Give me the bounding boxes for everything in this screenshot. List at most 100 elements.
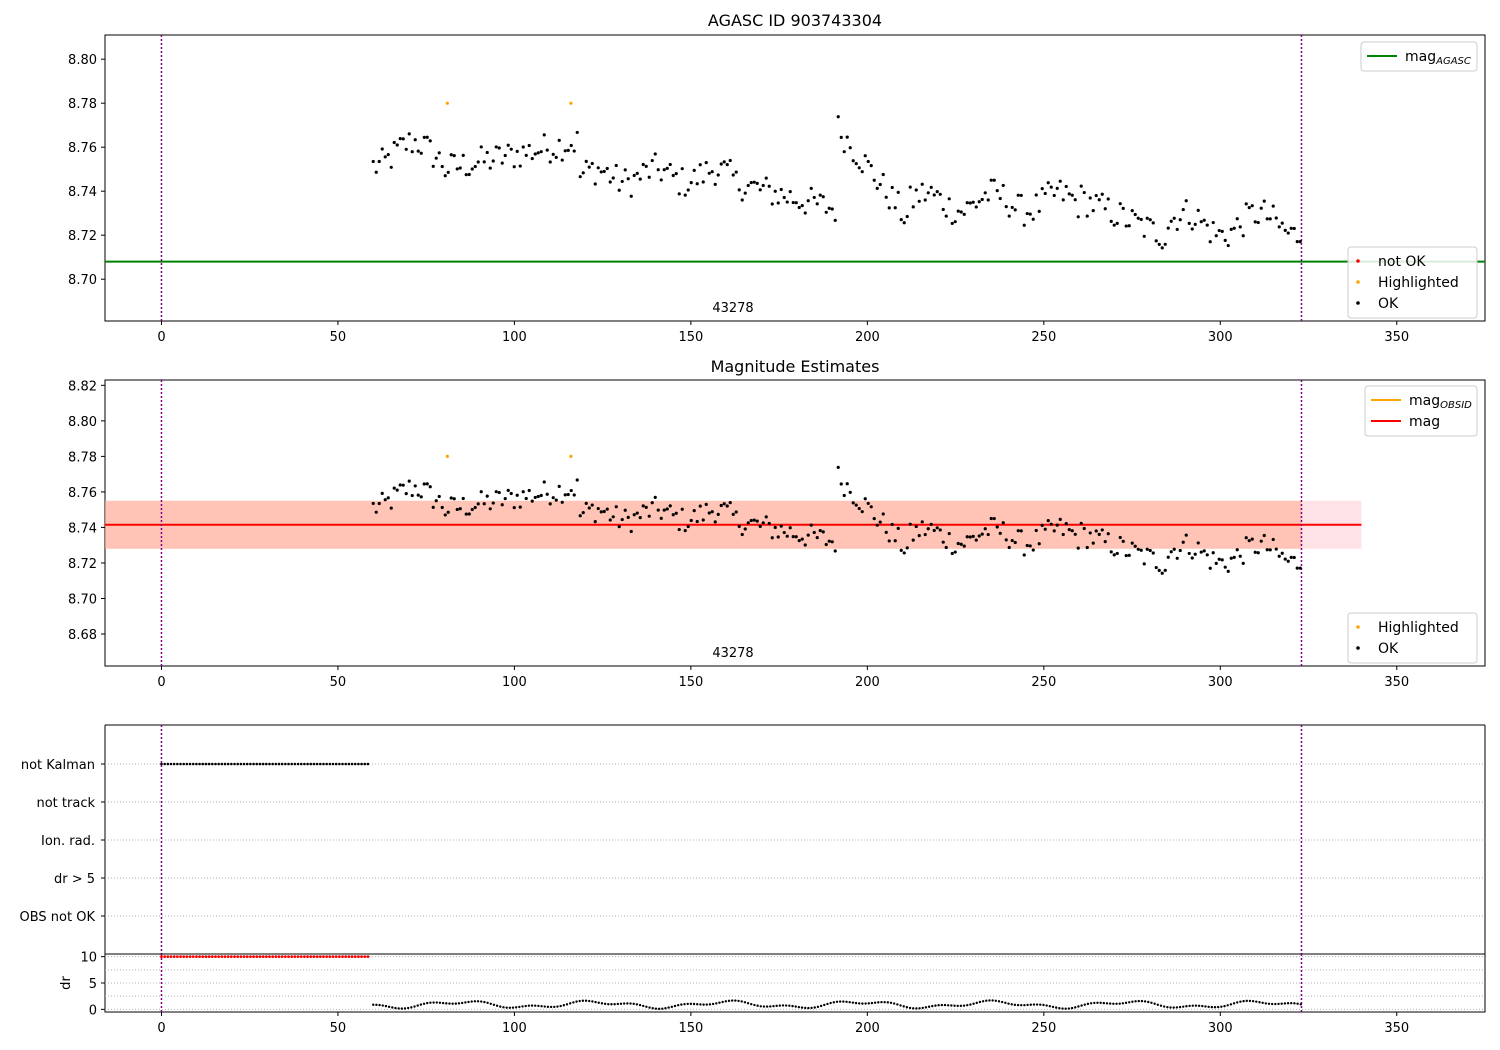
ok-point <box>1037 209 1041 213</box>
ok-point <box>482 502 486 506</box>
ok-point <box>740 532 744 537</box>
dr-clipped-point <box>274 955 278 959</box>
dr-point <box>654 1007 658 1010</box>
dr-point <box>594 1000 597 1004</box>
dr-point <box>851 1001 855 1004</box>
dr-point <box>838 1000 842 1003</box>
ok-point <box>836 465 840 469</box>
ok-point <box>1004 538 1008 542</box>
ok-point <box>581 171 585 175</box>
ok-point <box>590 161 594 166</box>
ok-point <box>1223 565 1227 569</box>
y-tick-label: 10 <box>80 951 97 966</box>
ok-point <box>1244 536 1248 540</box>
ok-point <box>1220 558 1224 562</box>
ok-point <box>620 179 624 184</box>
dr-point <box>775 1004 778 1008</box>
dr-point <box>835 1000 839 1004</box>
dr-point <box>1232 1002 1236 1005</box>
ok-point <box>1199 220 1203 224</box>
dr-point <box>616 1002 620 1006</box>
panel-dr: dr 0 50 100 150 200 250 300 350 0 5 10 <box>59 951 1486 1036</box>
dr-point <box>899 1004 902 1007</box>
ok-point <box>404 147 408 151</box>
dr-point <box>686 1002 689 1006</box>
ok-point <box>710 170 714 174</box>
flag-point <box>360 762 363 766</box>
dr-point <box>991 999 994 1002</box>
ok-point <box>425 135 429 139</box>
ok-point <box>935 526 939 530</box>
flag-point <box>226 762 230 766</box>
ok-point <box>473 505 477 510</box>
ok-point <box>1163 568 1167 572</box>
dr-clipped-point <box>172 955 176 959</box>
dr-point <box>734 999 737 1002</box>
legend-label: OK <box>1378 296 1399 312</box>
dr-clipped-point <box>293 955 297 959</box>
ok-point <box>614 163 618 168</box>
flag-point <box>287 762 290 766</box>
ok-point <box>1241 234 1245 238</box>
ok-point <box>761 521 765 525</box>
ok-point <box>452 497 456 501</box>
flag-point <box>204 762 208 766</box>
ok-point <box>665 507 669 511</box>
y-tick-label: 0 <box>89 1003 97 1018</box>
ok-point <box>1094 529 1098 533</box>
dr-point <box>419 1003 423 1006</box>
ok-point <box>707 511 711 515</box>
ok-point <box>1169 219 1173 223</box>
ok-point <box>1283 228 1287 232</box>
ok-point <box>692 509 696 513</box>
ok-point <box>866 159 870 164</box>
legend-label: Highlighted <box>1378 275 1459 291</box>
dr-point <box>553 1005 556 1009</box>
ok-point <box>614 505 618 509</box>
dr-point <box>769 1005 772 1008</box>
ok-point <box>803 211 807 215</box>
ok-point <box>1259 206 1263 210</box>
ok-point <box>713 182 717 186</box>
dr-point <box>861 1002 864 1005</box>
flag-point <box>328 762 332 766</box>
y-tick-label: 8.74 <box>68 521 97 536</box>
ok-point <box>653 152 657 156</box>
ok-point <box>1223 238 1227 243</box>
y-tick-label: 8.76 <box>68 486 97 501</box>
ok-point <box>872 517 876 521</box>
dr-point <box>1112 1002 1115 1005</box>
dr-point <box>680 1003 683 1006</box>
ok-point <box>668 162 672 167</box>
ok-point <box>452 154 456 158</box>
ok-point <box>488 166 492 170</box>
ok-point <box>941 540 945 544</box>
dr-point <box>673 1004 677 1008</box>
ok-point <box>575 478 579 482</box>
ok-point <box>1259 539 1263 543</box>
dr-clipped-point <box>198 955 201 959</box>
dr-point <box>584 999 588 1002</box>
dr-point <box>1143 1000 1147 1003</box>
x-tick-label: 350 <box>1384 330 1409 345</box>
dr-point <box>1169 1006 1172 1009</box>
ok-point <box>1004 205 1008 209</box>
highlighted-point <box>445 101 449 105</box>
ok-point <box>386 153 390 157</box>
flag-point <box>366 762 370 766</box>
x-tick-label: 200 <box>855 330 880 345</box>
ok-point <box>638 177 642 181</box>
ok-point <box>650 501 654 505</box>
ok-point <box>380 491 384 495</box>
dr-point <box>870 1001 874 1005</box>
ok-point <box>1289 226 1293 230</box>
dr-point <box>943 1003 947 1007</box>
dr-clipped-point <box>220 955 224 959</box>
dr-point <box>1201 1004 1204 1008</box>
flag-point <box>191 762 195 766</box>
ok-point <box>887 206 891 210</box>
ok-point <box>872 178 876 182</box>
ok-point <box>1295 566 1299 570</box>
ok-point <box>1016 193 1020 197</box>
dr-point <box>1178 1005 1182 1009</box>
